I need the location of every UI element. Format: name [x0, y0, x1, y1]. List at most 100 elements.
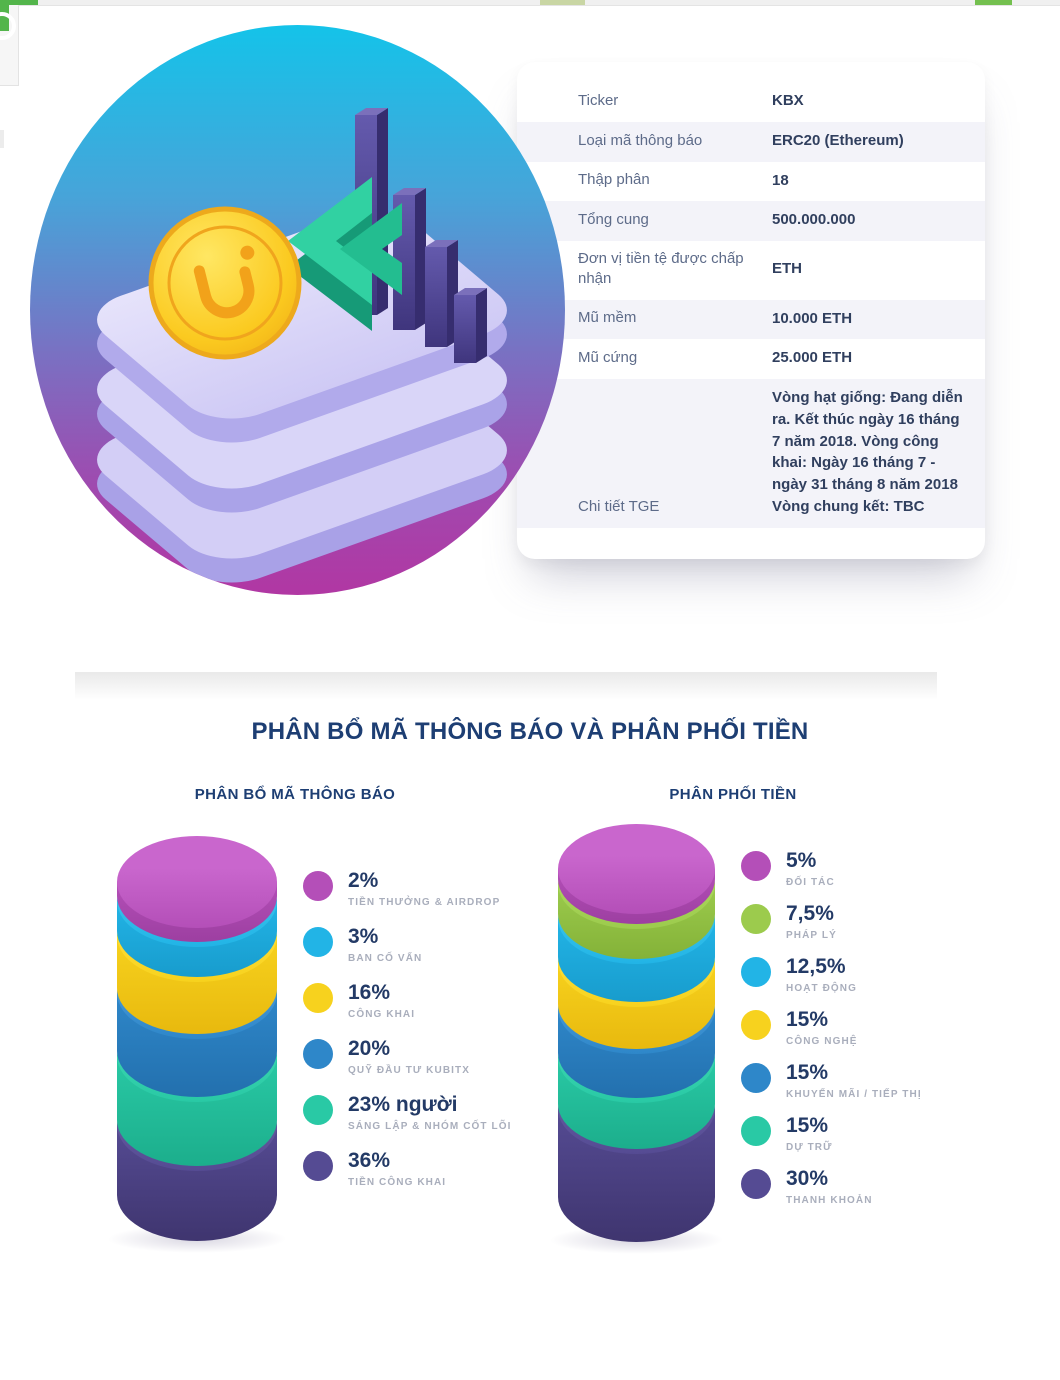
- legend-label: THANH KHOẢN: [786, 1195, 873, 1207]
- legend-dot-icon: [741, 851, 771, 881]
- legend-dot-icon: [303, 1095, 333, 1125]
- legend-percent: 16%: [348, 981, 391, 1004]
- legend-label: PHÁP LÝ: [786, 930, 837, 942]
- row-value: ERC20 (Ethereum): [772, 131, 904, 149]
- legend-dot-icon: [741, 1169, 771, 1199]
- right-chart-title: PHÂN PHỐI TIỀN: [669, 786, 797, 803]
- growth-stairs-icon: [288, 177, 402, 331]
- legend-label: QUỸ ĐẦU TƯ KUBITX: [348, 1065, 470, 1077]
- left-cylinder: [107, 836, 287, 1253]
- row-value: KBX: [772, 92, 804, 109]
- legend-label: HOẠT ĐỘNG: [786, 983, 858, 995]
- legend-item: 15% CÔNG NGHỆ: [741, 1008, 922, 1049]
- legend-label: DỰ TRỮ: [786, 1142, 833, 1154]
- legend-label: TIỀN THƯỞNG & AIRDROP: [348, 897, 501, 909]
- left-legend: 2% TIỀN THƯỞNG & AIRDROP 3% BAN CỐ VẤN 16% CÔ…: [303, 869, 511, 1205]
- legend-dot-icon: [303, 871, 333, 901]
- legend-item: 20% QUỸ ĐẦU TƯ KUBITX: [303, 1037, 511, 1078]
- row-value: Vòng hạt giống: Đang diễn ra. Kết thúc n…: [772, 389, 963, 515]
- token-info-card: Ticker KBX Loại mã thông báo ERC20 (Ethereu…: [517, 62, 985, 559]
- legend-item: 7,5% PHÁP LÝ: [741, 902, 922, 943]
- legend-label: SÁNG LẬP & NHÓM CỐT LÕI: [348, 1121, 512, 1133]
- legend-percent: 3%: [348, 925, 379, 948]
- legend-item: 30% THANH KHOẢN: [741, 1167, 922, 1208]
- row-label: Mũ cứng: [578, 349, 638, 366]
- legend-item: 16% CÔNG KHAI: [303, 981, 511, 1022]
- row-value: ETH: [772, 260, 802, 278]
- legend-item: 3% BAN CỐ VẤN: [303, 925, 511, 966]
- legend-percent: 15%: [786, 1114, 829, 1137]
- bar-chart-icon: [355, 108, 487, 363]
- legend-percent: 15%: [786, 1008, 829, 1031]
- row-value: 18: [772, 171, 789, 189]
- logo-ring-icon: [0, 12, 16, 40]
- row-label: Mũ mềm: [578, 309, 637, 327]
- legend-dot-icon: [303, 1039, 333, 1069]
- table-row: Ticker KBX: [517, 82, 985, 122]
- row-value: 10.000 ETH: [772, 309, 853, 327]
- strip-segment: [975, 0, 1012, 5]
- legend-dot-icon: [741, 1063, 771, 1093]
- right-legend: 5% ĐỐI TÁC 7,5% PHÁP LÝ 12,5% HOẠT ĐỘNG 15% CÔN…: [741, 849, 922, 1220]
- legend-percent: 30%: [786, 1167, 829, 1190]
- cylinder-segment: [558, 824, 715, 924]
- window-edge-sliver: [0, 5, 19, 86]
- table-row: Mũ cứng 25.000 ETH: [517, 339, 985, 379]
- table-row: Chi tiết TGE Vòng hạt giống: Đang diễn ra…: [517, 379, 985, 528]
- legend-item: 15% DỰ TRỮ: [741, 1114, 922, 1155]
- row-label: Ticker: [578, 91, 619, 109]
- legend-item: 2% TIỀN THƯỞNG & AIRDROP: [303, 869, 511, 910]
- legend-percent: 23% người: [348, 1093, 458, 1116]
- legend-dot-icon: [741, 1010, 771, 1040]
- legend-label: ĐỐI TÁC: [786, 877, 835, 889]
- legend-label: KHUYẾN MÃI / TIẾP THỊ: [786, 1089, 922, 1101]
- legend-label: CÔNG NGHỆ: [786, 1036, 858, 1048]
- right-cylinder: [548, 824, 725, 1254]
- legend-percent: 20%: [348, 1037, 391, 1060]
- section-title: PHÂN BỔ MÃ THÔNG BÁO VÀ PHÂN PHỐI TIỀN: [251, 717, 809, 745]
- legend-dot-icon: [741, 904, 771, 934]
- legend-percent: 12,5%: [786, 955, 846, 978]
- legend-percent: 2%: [348, 869, 379, 892]
- row-label: Chi tiết TGE: [578, 498, 660, 516]
- cylinder-segment: [117, 836, 277, 942]
- legend-item: 36% TIỀN CÔNG KHAI: [303, 1149, 511, 1190]
- legend-percent: 7,5%: [786, 902, 834, 925]
- row-label: Loại mã thông báo: [578, 131, 703, 149]
- legend-item: 23% người SÁNG LẬP & NHÓM CỐT LÕI: [303, 1093, 511, 1134]
- table-row: Tổng cung 500.000.000: [517, 201, 985, 241]
- row-value: 500.000.000: [772, 211, 856, 229]
- strip-segment: [540, 0, 585, 5]
- hero-gradient-circle: [30, 25, 565, 595]
- legend-label: BAN CỐ VẤN: [348, 953, 423, 965]
- legend-percent: 15%: [786, 1061, 829, 1084]
- legend-item: 5% ĐỐI TÁC: [741, 849, 922, 890]
- hero-illustration: [97, 108, 507, 583]
- table-row: Loại mã thông báo ERC20 (Ethereum): [517, 121, 985, 162]
- row-label: Đơn vị tiền tệ được chấp nhận: [578, 250, 744, 288]
- row-value: 25.000 ETH: [772, 349, 853, 367]
- legend-label: CÔNG KHAI: [348, 1009, 416, 1021]
- legend-dot-icon: [303, 927, 333, 957]
- table-row: Thập phân 18: [517, 162, 985, 202]
- window-edge-tick: [0, 130, 4, 148]
- token-table: Ticker KBX Loại mã thông báo ERC20 (Ethereu…: [517, 82, 985, 528]
- left-chart-title: PHÂN BỔ MÃ THÔNG BÁO: [194, 786, 396, 803]
- table-row: Mũ mềm 10.000 ETH: [517, 299, 985, 340]
- section-divider-shadow: [75, 672, 937, 700]
- legend-label: TIỀN CÔNG KHAI: [348, 1177, 447, 1189]
- row-label: Thập phân: [578, 171, 650, 189]
- legend-dot-icon: [741, 1116, 771, 1146]
- table-row: Đơn vị tiền tệ được chấp nhận ETH: [517, 241, 985, 300]
- legend-item: 12,5% HOẠT ĐỘNG: [741, 955, 922, 996]
- legend-dot-icon: [303, 983, 333, 1013]
- kubitx-coin-icon: [148, 206, 302, 360]
- legend-percent: 5%: [786, 849, 817, 872]
- legend-percent: 36%: [348, 1149, 391, 1172]
- browser-tab-strip: [0, 0, 1060, 6]
- legend-item: 15% KHUYẾN MÃI / TIẾP THỊ: [741, 1061, 922, 1102]
- row-label: Tổng cung: [578, 211, 649, 228]
- legend-dot-icon: [303, 1151, 333, 1181]
- legend-dot-icon: [741, 957, 771, 987]
- strip-segment: [0, 0, 38, 5]
